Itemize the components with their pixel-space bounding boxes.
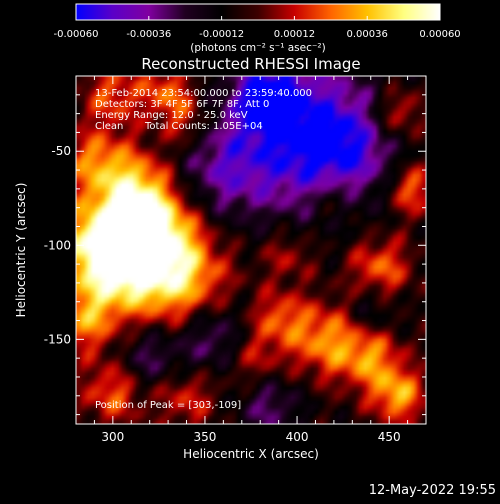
annotation-peak-position: Position of Peak = [303,-109] [95, 400, 241, 411]
x-tick-label: 350 [193, 430, 216, 444]
colorbar-tick-label: 0.00060 [419, 29, 460, 40]
y-tick-label: -50 [51, 144, 71, 158]
annotation-energy-range: Energy Range: 12.0 - 25.0 keV [95, 110, 248, 121]
annotation-clean: Clean [95, 121, 123, 132]
y-axis-label: Heliocentric Y (arcsec) [14, 183, 28, 318]
x-tick-label: 400 [286, 430, 309, 444]
colorbar-tick-label: -0.00036 [126, 29, 171, 40]
annotation-total-counts: Total Counts: 1.05E+04 [144, 121, 263, 132]
y-tick-label: -150 [44, 332, 71, 346]
colorbar-tick-label: -0.00012 [199, 29, 244, 40]
colorbar-tick-label: 0.00036 [347, 29, 388, 40]
chart-title: Reconstructed RHESSI Image [141, 55, 360, 73]
colorbar-unit-label: (photons cm⁻² s⁻¹ asec⁻²) [190, 42, 325, 54]
colorbar-tick-label: -0.00060 [54, 29, 99, 40]
annotation-detectors: Detectors: 3F 4F 5F 6F 7F 8F, Att 0 [95, 99, 269, 110]
colorbar-tick-label: 0.00012 [274, 29, 315, 40]
colorbar: -0.00060 -0.00036 -0.00012 0.00012 0.00036 0.… [54, 4, 461, 54]
x-axis-label: Heliocentric X (arcsec) [183, 447, 319, 461]
x-tick-label: 450 [378, 430, 401, 444]
x-tick-label: 300 [101, 430, 124, 444]
y-tick-label: -100 [44, 238, 71, 252]
footer-timestamp: 12-May-2022 19:55 [369, 483, 496, 498]
annotation-time-range: 13-Feb-2014 23:54:00.000 to 23:59:40.000 [95, 88, 312, 99]
colorbar-gradient [76, 4, 440, 20]
